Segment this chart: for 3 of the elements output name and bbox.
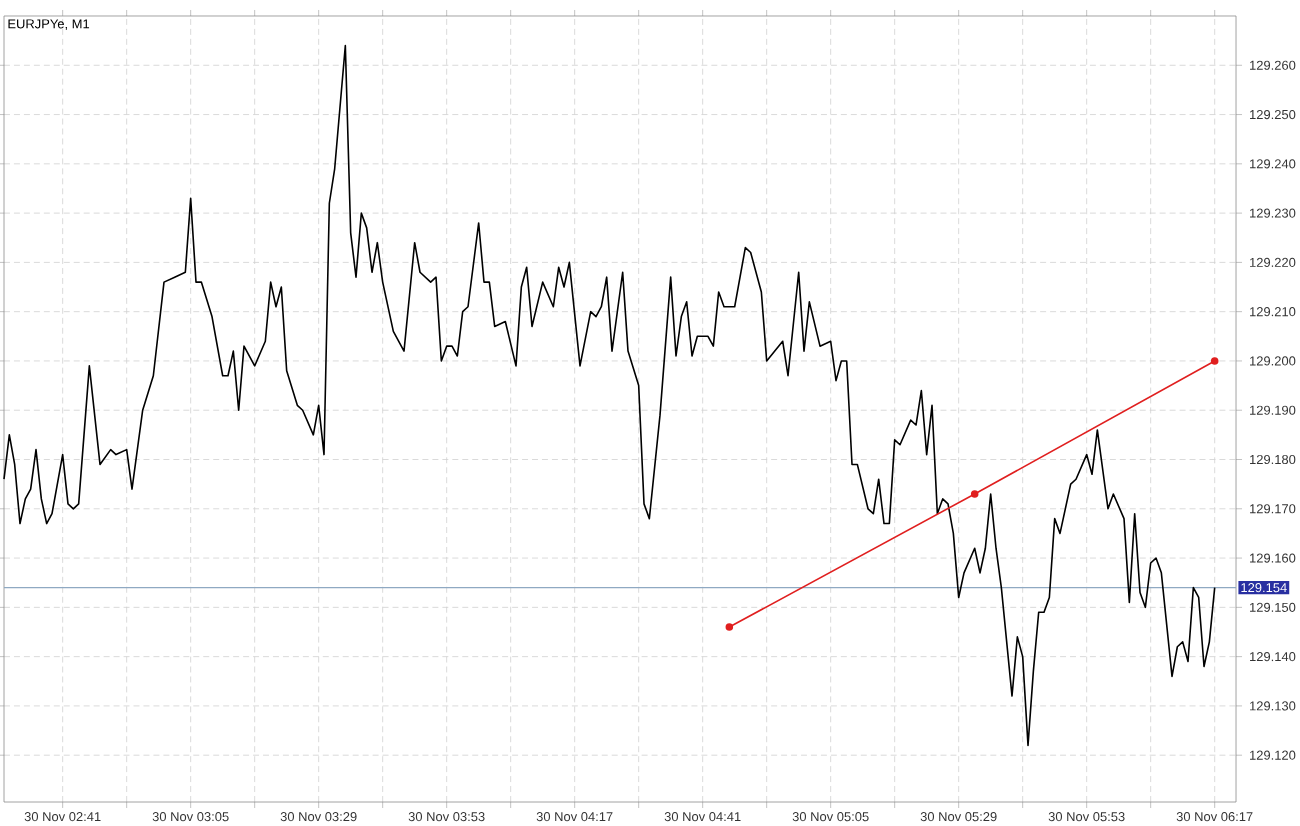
point <box>1210 357 1219 365</box>
point <box>970 490 979 498</box>
point <box>725 623 734 631</box>
